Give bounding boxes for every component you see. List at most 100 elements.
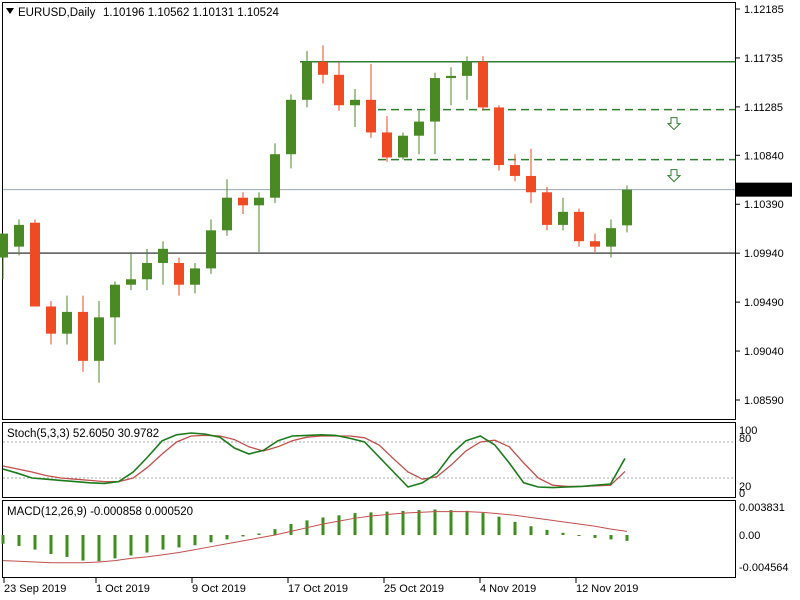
time-tick-label: 23 Sep 2019 — [4, 583, 66, 595]
stochastic-plot — [2, 432, 735, 489]
candle — [302, 50, 312, 108]
dropdown-triangle-icon[interactable] — [6, 8, 14, 14]
candle — [142, 248, 152, 291]
candle-body — [254, 197, 264, 206]
macd-bar — [145, 535, 149, 553]
candle — [590, 233, 600, 253]
candle-body — [94, 317, 104, 361]
macd-bar — [177, 535, 181, 548]
macd-plot — [1, 509, 629, 564]
macd-bar — [33, 535, 37, 550]
candle-body — [142, 262, 152, 280]
macd-bar — [1, 535, 5, 544]
macd-bar — [257, 533, 261, 535]
candle-body — [334, 74, 344, 106]
candle-body — [414, 121, 424, 136]
candle-body — [0, 233, 8, 258]
candle-body — [446, 75, 456, 79]
macd-tick-label: -0.004564 — [739, 562, 789, 574]
candle — [46, 301, 56, 345]
time-tick-label: 17 Oct 2019 — [288, 583, 348, 595]
macd-bar — [609, 535, 613, 540]
candle — [558, 197, 568, 231]
candle — [414, 110, 424, 155]
candle — [494, 105, 504, 171]
candle — [526, 148, 536, 204]
candle-body — [430, 78, 440, 122]
candle — [30, 219, 40, 307]
down-arrow-icon — [666, 169, 682, 183]
macd-bar — [337, 515, 341, 535]
macd-tick-label: 0.00 — [739, 530, 760, 542]
candle-body — [494, 107, 504, 166]
time-tick-label: 25 Oct 2019 — [384, 583, 444, 595]
candle — [94, 301, 104, 383]
price-panel — [2, 2, 736, 420]
candle-body — [190, 268, 200, 285]
macd-bar — [369, 512, 373, 535]
candle-body — [174, 262, 184, 285]
macd-bar — [241, 535, 245, 537]
macd-bar — [449, 510, 453, 535]
candle-body — [382, 132, 392, 158]
candle — [174, 257, 184, 296]
price-tick-label: 1.09040 — [744, 346, 784, 358]
macd-bar — [273, 529, 277, 535]
candle-body — [46, 306, 56, 334]
candle-body — [206, 230, 216, 269]
price-tick-label: 1.11735 — [744, 53, 783, 65]
macd-bar — [577, 535, 581, 536]
candle — [14, 219, 24, 256]
stoch-tick-label: 80 — [739, 433, 751, 445]
candle-body — [110, 284, 120, 318]
ohlc-values: 1.10196 1.10562 1.10131 1.10524 — [103, 7, 279, 19]
candle-body — [558, 211, 568, 225]
macd-bar — [113, 535, 117, 559]
candle — [350, 88, 360, 128]
macd-bar — [97, 535, 101, 562]
candle — [334, 61, 344, 111]
macd-bar — [465, 510, 469, 535]
price-tick-label: 1.09490 — [744, 297, 784, 309]
time-tick-label: 9 Oct 2019 — [192, 583, 246, 595]
macd-bar — [289, 524, 293, 535]
macd-bar — [17, 535, 21, 546]
macd-bar — [209, 535, 213, 543]
candle — [606, 219, 616, 258]
candle — [126, 252, 136, 291]
macd-bar — [497, 516, 501, 535]
candle — [478, 56, 488, 111]
candle — [238, 192, 248, 215]
candle — [574, 208, 584, 247]
macd-bar — [193, 535, 197, 546]
stoch-signal-line — [2, 434, 626, 488]
time-tick-label: 1 Oct 2019 — [96, 583, 150, 595]
candle-body — [302, 61, 312, 100]
macd-signal-line — [2, 511, 628, 564]
candle-body — [158, 248, 168, 263]
candle — [446, 67, 456, 106]
stochastic-label: Stoch(5,3,3) 52.6050 30.9782 — [7, 428, 159, 440]
candle — [270, 143, 280, 204]
candle-body — [398, 135, 408, 158]
macd-bar — [481, 513, 485, 535]
macd-bar — [65, 535, 69, 557]
macd-bar — [513, 521, 517, 535]
time-tick-label: 12 Nov 2019 — [576, 583, 638, 595]
current-price-label: 1.10524 — [740, 185, 780, 197]
candle-body — [78, 311, 88, 361]
macd-bar — [545, 529, 549, 535]
candle — [62, 295, 72, 345]
candle-body — [222, 197, 232, 231]
candle — [382, 116, 392, 162]
stoch-tick-label: 0 — [739, 488, 745, 500]
macd-bar — [81, 535, 85, 561]
candle-body — [606, 228, 616, 247]
macd-bar — [625, 535, 629, 541]
price-tick-label: 1.09940 — [744, 248, 784, 260]
macd-bar — [321, 517, 325, 535]
candle — [318, 45, 328, 84]
macd-tick-label: 0.003831 — [739, 502, 785, 514]
candle-body — [62, 311, 72, 334]
